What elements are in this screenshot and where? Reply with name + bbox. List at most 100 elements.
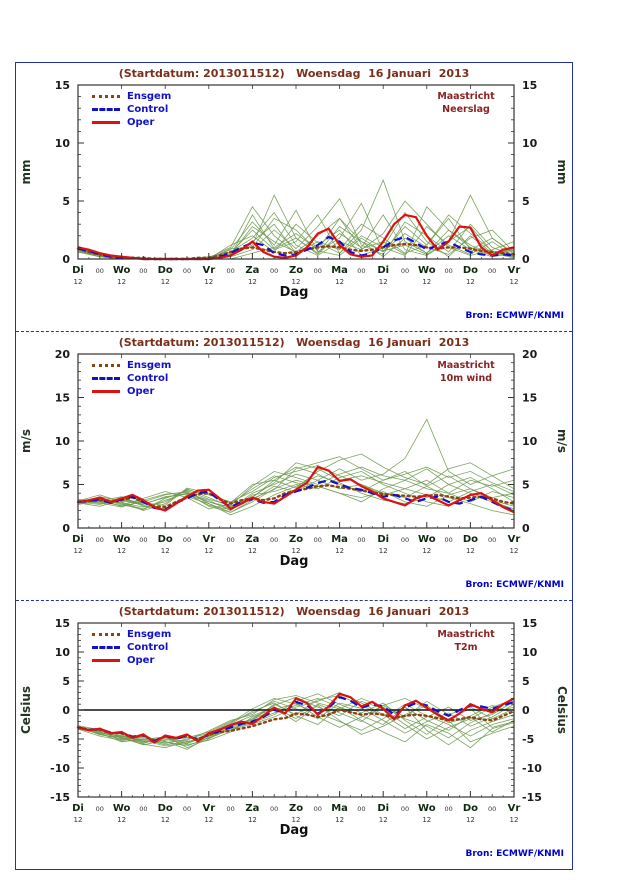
y-tick-label-left: -5: [58, 733, 70, 746]
source-attribution: Bron: ECMWF/KNMI: [465, 849, 564, 859]
x-minor-hour-label: 00: [226, 536, 234, 544]
x-hour-label: 12: [161, 547, 170, 555]
control-line-swatch: [92, 108, 120, 111]
ensemble-member-line: [77, 194, 515, 260]
ensemble-member-line: [77, 462, 515, 508]
y-tick-label-right: 15: [522, 79, 537, 92]
x-day-label: Di: [72, 265, 84, 276]
control-line-swatch: [92, 646, 120, 649]
y-tick-label-left: 5: [62, 479, 70, 492]
ensgem-line-swatch: [92, 633, 120, 636]
variable-name: 10m wind: [439, 373, 493, 384]
x-axis-title: Dag: [279, 285, 309, 300]
ensemble-member-line: [77, 197, 515, 260]
ensemble-member-line: [77, 475, 515, 516]
location-label: Maastricht 10m wind: [408, 359, 524, 385]
x-day-label: Do: [158, 265, 173, 276]
location-label: Maastricht T2m: [408, 628, 524, 654]
legend-item-oper: Oper: [92, 654, 171, 667]
y-tick-label-left: 0: [62, 522, 70, 535]
panel-temperature: -15 -15 -10 -10 -5 -5 0 0 5 5 10 10 15 15 Celsius Celsi…: [16, 601, 572, 869]
legend-item-oper: Oper: [92, 116, 171, 129]
x-hour-label: 12: [335, 816, 344, 824]
x-day-label: Di: [72, 534, 84, 545]
x-minor-hour-label: 00: [401, 536, 409, 544]
variable-name: T2m: [454, 642, 478, 653]
legend-item-control: Control: [92, 372, 171, 385]
x-minor-hour-label: 00: [270, 536, 278, 544]
legend-label-oper: Oper: [127, 386, 155, 397]
x-minor-hour-label: 00: [270, 267, 278, 275]
x-hour-label: 12: [248, 278, 257, 286]
y-tick-label-right: 15: [522, 392, 537, 405]
x-minor-hour-label: 00: [357, 267, 365, 275]
x-hour-label: 12: [117, 816, 126, 824]
y-tick-label-left: 15: [55, 617, 70, 630]
y-tick-label-left: 15: [55, 392, 70, 405]
x-hour-label: 12: [422, 816, 431, 824]
y-tick-label-left: 20: [55, 348, 71, 361]
legend-label-control: Control: [127, 373, 169, 384]
x-minor-hour-label: 00: [96, 536, 104, 544]
x-day-label: Wo: [418, 534, 436, 545]
ensemble-member-line: [77, 695, 515, 743]
y-axis-label-right: mm: [555, 159, 569, 184]
legend-label-control: Control: [127, 104, 169, 115]
x-minor-hour-label: 00: [183, 267, 191, 275]
oper-line-swatch: [92, 121, 120, 124]
x-hour-label: 12: [466, 547, 475, 555]
y-axis-label-right: Celsius: [555, 686, 569, 734]
y-tick-label-right: 5: [522, 195, 530, 208]
control-line: [77, 695, 515, 743]
x-minor-hour-label: 00: [270, 805, 278, 813]
ensemble-member-line: [77, 466, 515, 516]
legend-label-oper: Oper: [127, 655, 155, 666]
y-tick-label-right: 10: [522, 435, 538, 448]
y-tick-label-right: 0: [522, 522, 530, 535]
oper-line-swatch: [92, 390, 120, 393]
legend-item-ensgem: Ensgem: [92, 628, 171, 641]
legend-label-ensgem: Ensgem: [127, 360, 172, 371]
x-hour-label: 12: [161, 816, 170, 824]
x-hour-label: 12: [422, 278, 431, 286]
x-hour-label: 12: [422, 547, 431, 555]
y-tick-label-left: 0: [62, 704, 70, 717]
legend-label-control: Control: [127, 642, 169, 653]
location-name: Maastricht: [437, 91, 495, 102]
x-day-label: Di: [377, 534, 389, 545]
panel-title: (Startdatum: 2013011512) Woensdag 16 Jan…: [118, 605, 470, 618]
y-tick-label-left: 0: [62, 253, 70, 266]
y-axis-label-left: m/s: [19, 429, 33, 453]
y-tick-label-right: 0: [522, 704, 530, 717]
ensgem-line-swatch: [92, 364, 120, 367]
ensgem-line-swatch: [92, 95, 120, 98]
x-day-label: Di: [72, 803, 84, 814]
y-tick-label-right: -10: [522, 762, 542, 775]
x-hour-label: 12: [117, 278, 126, 286]
x-hour-label: 12: [335, 547, 344, 555]
x-day-label: Zo: [289, 534, 303, 545]
x-hour-label: 12: [204, 816, 213, 824]
legend-item-control: Control: [92, 641, 171, 654]
y-axis-label-left: mm: [19, 159, 33, 184]
x-day-label: Za: [245, 803, 259, 814]
x-day-label: Wo: [418, 265, 436, 276]
y-tick-label-right: 5: [522, 675, 530, 688]
legend-item-ensgem: Ensgem: [92, 359, 171, 372]
x-day-label: Di: [377, 803, 389, 814]
y-tick-label-right: -15: [522, 791, 542, 804]
legend-item-ensgem: Ensgem: [92, 90, 171, 103]
x-day-label: Do: [463, 265, 478, 276]
y-axis-label-right: m/s: [555, 429, 569, 453]
x-day-label: Vr: [202, 534, 215, 545]
y-tick-label-left: 5: [62, 195, 70, 208]
x-hour-label: 12: [74, 816, 83, 824]
control-line-swatch: [92, 377, 120, 380]
x-day-label: Zo: [289, 803, 303, 814]
x-day-label: Zo: [289, 265, 303, 276]
x-minor-hour-label: 00: [488, 805, 496, 813]
